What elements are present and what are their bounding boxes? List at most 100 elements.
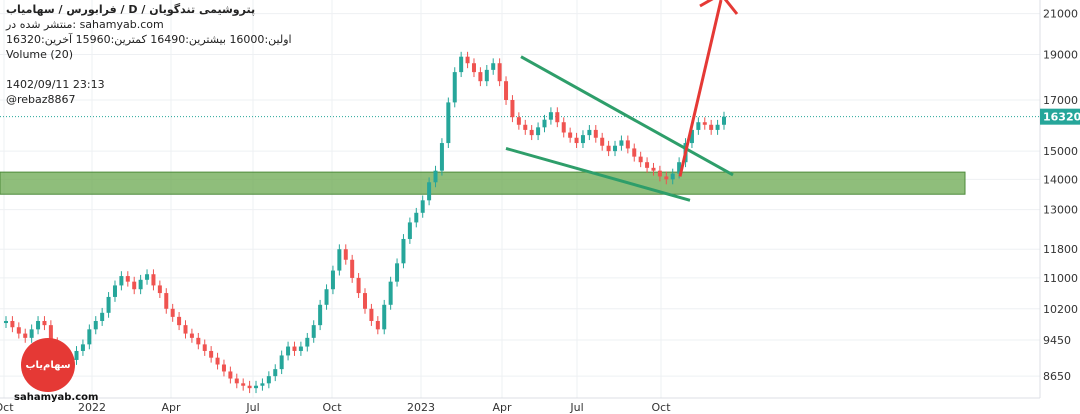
- candle-body: [228, 371, 233, 379]
- time-axis-tick: 2022: [78, 401, 106, 414]
- last-price-tag: [1040, 108, 1080, 125]
- candle-body: [395, 263, 400, 282]
- candle-body: [580, 135, 585, 144]
- candle-body: [177, 316, 182, 326]
- candle-body: [484, 69, 489, 82]
- candle-body: [170, 308, 175, 317]
- candle-body: [36, 320, 41, 330]
- candle-body: [510, 99, 515, 118]
- target-arrow-head: [699, 0, 739, 15]
- price-axis-tick: 10200: [1043, 303, 1078, 316]
- candle-body: [247, 385, 252, 389]
- time-axis-tick: Jul: [569, 401, 583, 414]
- candle-body: [516, 117, 521, 125]
- candle-body: [497, 63, 502, 82]
- candle-body: [10, 320, 15, 328]
- price-axis-tick: 14000: [1043, 173, 1078, 186]
- candle-body: [542, 119, 547, 128]
- time-axis-tick: Jul: [245, 401, 259, 414]
- candle-body: [568, 132, 573, 138]
- candle-body: [196, 337, 201, 345]
- candle-body: [157, 285, 162, 294]
- candle-body: [606, 145, 611, 152]
- candle-body: [151, 274, 156, 286]
- candle-body: [664, 176, 669, 180]
- candle-body: [93, 320, 98, 330]
- price-axis-tick: 11800: [1043, 243, 1078, 256]
- candle-body: [625, 140, 630, 149]
- price-axis-tick: 13000: [1043, 204, 1078, 217]
- candle-body: [548, 112, 553, 120]
- lower-trendline: [505, 146, 691, 202]
- candle-body: [471, 63, 476, 73]
- time-axis-tick: 2023: [407, 401, 435, 414]
- candle-body: [709, 124, 714, 130]
- candle-body: [132, 281, 137, 290]
- candle-body: [632, 148, 637, 157]
- candle-body: [600, 137, 605, 146]
- time-axis-tick: Oct: [651, 401, 671, 414]
- candle-body: [715, 124, 720, 130]
- candle-body: [356, 277, 361, 294]
- candle-body: [100, 312, 105, 321]
- candle-body: [80, 344, 85, 351]
- candle-body: [16, 327, 21, 334]
- candle-body: [343, 249, 348, 260]
- candle-body: [465, 56, 470, 64]
- candle-body: [670, 173, 675, 180]
- candle-body: [183, 325, 188, 334]
- candle-body: [504, 81, 509, 100]
- candle-body: [401, 238, 406, 264]
- candle-body: [452, 72, 457, 103]
- site-watermark: sahamyab.com: [14, 392, 99, 403]
- candle-body: [4, 320, 8, 324]
- candle-body: [234, 378, 239, 384]
- candle-body: [106, 296, 111, 313]
- price-axis-tick: 19000: [1043, 49, 1078, 62]
- time-axis-tick: Oct: [0, 401, 14, 414]
- candle-body: [318, 304, 323, 326]
- candle-body: [273, 369, 278, 377]
- candle-body: [613, 145, 618, 152]
- price-axis-tick: 21000: [1043, 8, 1078, 21]
- price-axis-tick: 11000: [1043, 272, 1078, 285]
- candle-body: [561, 122, 566, 133]
- candle-body: [48, 325, 53, 343]
- target-arrow-shaft: [678, 0, 723, 177]
- candle-body: [337, 249, 342, 271]
- last-price-label: 16320: [1043, 111, 1080, 124]
- candle-body: [260, 383, 265, 386]
- candle-body: [677, 162, 682, 174]
- volume-indicator-label: Volume (20): [6, 48, 73, 61]
- candle-body: [164, 293, 169, 309]
- candle-body: [574, 137, 579, 144]
- candle-body: [722, 116, 726, 125]
- candle-body: [330, 270, 335, 290]
- candle-body: [363, 293, 367, 309]
- candle-body: [350, 259, 355, 278]
- candle-body: [420, 200, 425, 213]
- price-axis-tick: 17000: [1043, 94, 1078, 107]
- candle-body: [286, 346, 291, 356]
- candle-body: [491, 63, 496, 70]
- candle-body: [651, 167, 656, 171]
- candle-body: [689, 129, 694, 144]
- time-axis-tick: Apr: [492, 401, 512, 414]
- candle-body: [555, 112, 560, 123]
- candle-body: [459, 56, 464, 73]
- candle-body: [414, 212, 419, 223]
- candle-body: [221, 364, 226, 372]
- candle-body: [145, 274, 150, 280]
- candle-body: [369, 308, 374, 321]
- candle-body: [241, 383, 246, 386]
- candle-body: [29, 329, 34, 338]
- price-axis-panel: [1040, 0, 1080, 414]
- candle-body: [382, 304, 387, 330]
- published-on: منتشر شده در: sahamyab.com: [6, 18, 164, 31]
- time-axis-tick: Apr: [161, 401, 181, 414]
- candle-body: [523, 124, 528, 130]
- price-axis-tick: 15000: [1043, 145, 1078, 158]
- upper-trendline: [520, 55, 734, 177]
- candle-body: [593, 129, 598, 138]
